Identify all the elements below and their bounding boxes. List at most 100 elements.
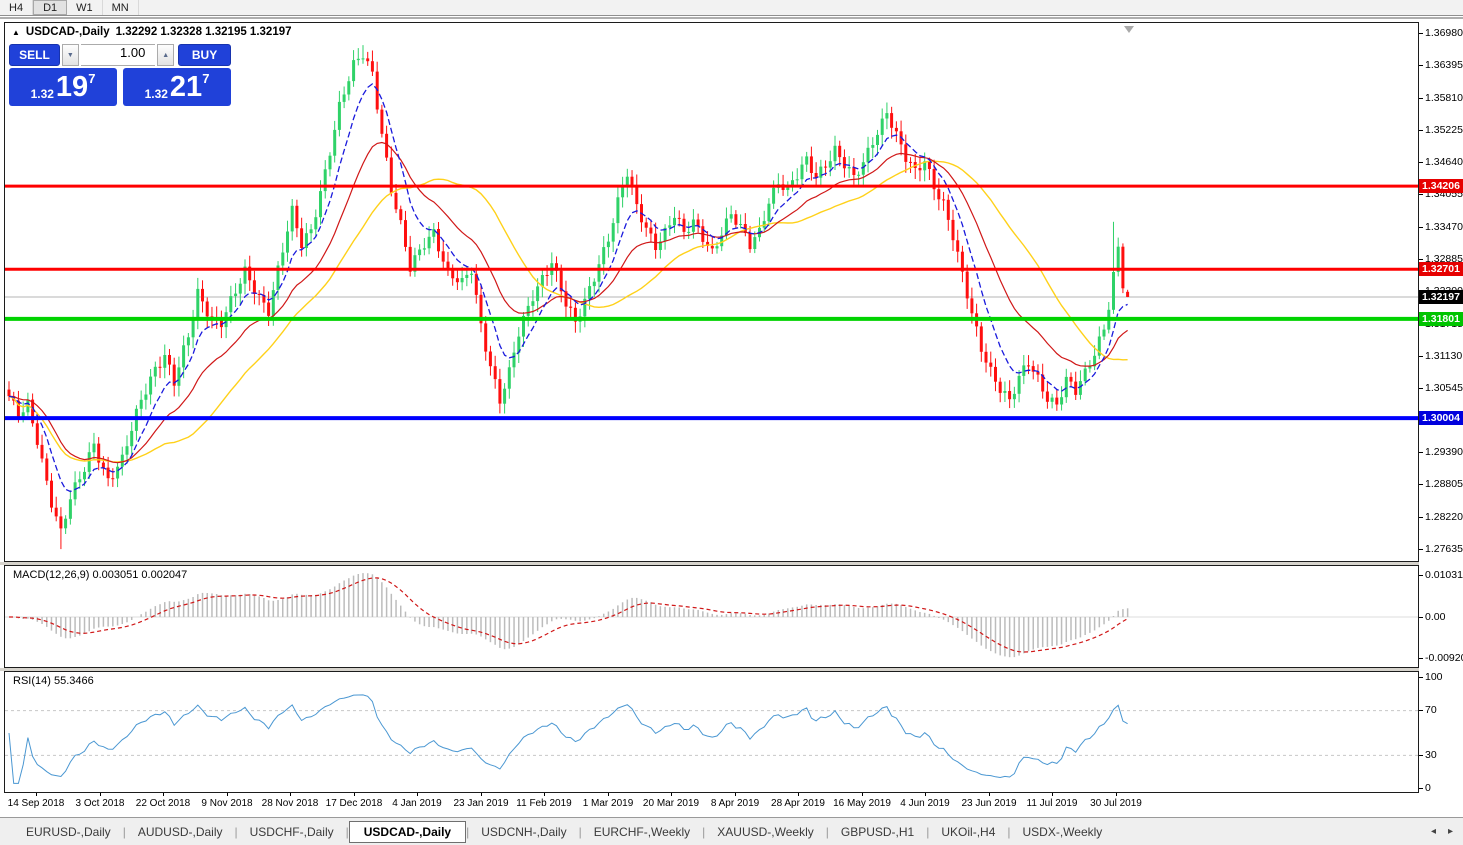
volume-input[interactable]: 1.00 <box>80 44 156 66</box>
macd-tick-label: 0.00 <box>1425 611 1446 623</box>
date-tick-mark <box>36 793 37 796</box>
symbol-marker-icon: ▲ <box>12 27 20 37</box>
axis-tick-mark <box>1419 517 1423 518</box>
tabs-scroll-controls: ◂ ▸ <box>1431 826 1453 837</box>
rsi-label: RSI(14) 55.3466 <box>13 675 94 687</box>
axis-tick-mark <box>1419 194 1423 195</box>
timeframe-button-mn[interactable]: MN <box>103 0 139 15</box>
chart-tab-xauusd-weekly[interactable]: XAUUSD-,Weekly <box>717 824 814 839</box>
date-tick-mark <box>417 793 418 796</box>
candlestick-chart[interactable] <box>5 23 1418 561</box>
chart-title: ▲ USDCAD-,Daily 1.32292 1.32328 1.32195 … <box>12 26 292 38</box>
date-tick-label: 23 Jan 2019 <box>453 798 509 809</box>
price-tick-label: 1.35810 <box>1425 92 1463 104</box>
chart-tab-gbpusd-h1[interactable]: GBPUSD-,H1 <box>840 824 915 839</box>
date-tick-mark <box>290 793 291 796</box>
date-tick-label: 4 Jun 2019 <box>900 798 950 809</box>
sell-price-sup: 7 <box>88 71 96 86</box>
rsi-chart[interactable] <box>5 672 1418 792</box>
sell-button[interactable]: SELL <box>9 44 60 66</box>
price-chart-panel[interactable] <box>4 22 1419 562</box>
axis-tick-mark <box>1419 617 1423 618</box>
price-tick-label: 1.27635 <box>1425 543 1463 555</box>
rsi-tick-label: 100 <box>1425 671 1443 683</box>
date-tick-label: 8 Apr 2019 <box>710 798 760 809</box>
chart-tab-ukoil-h4[interactable]: UKOil-,H4 <box>941 824 996 839</box>
date-tick-mark <box>163 793 164 796</box>
tab-separator: | <box>466 824 470 839</box>
buy-price-panel[interactable]: 1.32 21 7 <box>123 68 231 106</box>
rsi-tick-label: 30 <box>1425 749 1437 761</box>
volume-decrease-button[interactable]: ▼ <box>61 44 79 66</box>
date-tick-label: 28 Apr 2019 <box>771 798 825 809</box>
macd-chart[interactable] <box>5 566 1418 667</box>
sell-price-big: 19 <box>55 71 89 103</box>
date-tick-label: 20 Mar 2019 <box>642 798 700 809</box>
date-tick-mark <box>481 793 482 796</box>
axis-tick-mark <box>1419 388 1423 389</box>
chart-tab-eurusd-daily[interactable]: EURUSD-,Daily <box>26 824 111 839</box>
date-tick-label: 23 Jun 2019 <box>961 798 1017 809</box>
chart-tab-usdcnh-daily[interactable]: USDCNH-,Daily <box>481 824 567 839</box>
date-tick-mark <box>354 793 355 796</box>
date-tick-mark <box>925 793 926 796</box>
date-tick-mark <box>608 793 609 796</box>
panel-splitter[interactable] <box>0 562 1463 565</box>
chart-tab-usdcad-daily[interactable]: USDCAD-,Daily <box>348 820 467 843</box>
buy-price-sup: 7 <box>202 71 210 86</box>
date-tick-mark <box>798 793 799 796</box>
price-level-badge: 1.31801 <box>1419 312 1463 326</box>
date-tick-label: 3 Oct 2018 <box>75 798 125 809</box>
axis-tick-mark <box>1419 658 1423 659</box>
axis-tick-mark <box>1419 98 1423 99</box>
price-tick-label: 1.31130 <box>1425 350 1463 362</box>
price-axis[interactable]: 1.36980 1.36395 1.35810 1.35225 1.34640 … <box>1419 22 1463 794</box>
timeframe-button-d1[interactable]: D1 <box>33 0 68 15</box>
axis-tick-mark <box>1419 130 1423 131</box>
tabs-scroll-right-icon[interactable]: ▸ <box>1447 826 1453 837</box>
axis-tick-mark <box>1419 33 1423 34</box>
macd-label: MACD(12,26,9) 0.003051 0.002047 <box>13 569 188 581</box>
rsi-panel[interactable]: RSI(14) 55.3466 <box>4 671 1419 793</box>
macd-panel[interactable]: MACD(12,26,9) 0.003051 0.002047 <box>4 565 1419 668</box>
date-tick-mark <box>227 793 228 796</box>
price-tick-label: 1.33470 <box>1425 221 1463 233</box>
date-tick-mark <box>671 793 672 796</box>
price-tick-label: 1.36980 <box>1425 27 1463 39</box>
timeframe-toolbar: H4 D1 W1 MN <box>0 0 1463 16</box>
date-tick-label: 1 Mar 2019 <box>582 798 634 809</box>
sell-price-panel[interactable]: 1.32 19 7 <box>9 68 117 106</box>
chart-tab-usdchf-daily[interactable]: USDCHF-,Daily <box>249 824 334 839</box>
timeframe-button-w1[interactable]: W1 <box>67 0 103 15</box>
chevron-up-icon: ▲ <box>162 51 170 59</box>
tabs-scroll-left-icon[interactable]: ◂ <box>1430 826 1436 837</box>
axis-tick-mark <box>1419 452 1423 453</box>
price-tick-label: 1.28220 <box>1425 511 1463 523</box>
axis-tick-mark <box>1419 788 1423 789</box>
timeframe-button-h4[interactable]: H4 <box>0 0 34 15</box>
chart-tab-usdx-weekly[interactable]: USDX-,Weekly <box>1022 824 1103 839</box>
chart-tab-eurchf-weekly[interactable]: EURCHF-,Weekly <box>593 824 691 839</box>
axis-tick-mark <box>1419 710 1423 711</box>
tab-separator: | <box>345 824 349 839</box>
date-axis[interactable]: 14 Sep 2018 3 Oct 2018 22 Oct 2018 9 Nov… <box>0 793 1463 817</box>
axis-tick-mark <box>1419 677 1423 678</box>
rsi-tick-label: 0 <box>1425 782 1431 794</box>
date-tick-mark <box>989 793 990 796</box>
axis-tick-mark <box>1419 259 1423 260</box>
one-click-trading-widget: SELL ▼ 1.00 ▲ BUY 1.32 19 7 1.32 21 7 <box>9 44 232 106</box>
toolbar-divider <box>0 17 1463 19</box>
axis-tick-mark <box>1419 484 1423 485</box>
panel-splitter[interactable] <box>0 668 1463 671</box>
macd-tick-label: 0.010311 <box>1425 569 1463 581</box>
date-tick-label: 16 May 2019 <box>833 798 891 809</box>
axis-tick-mark <box>1419 162 1423 163</box>
volume-increase-button[interactable]: ▲ <box>157 44 175 66</box>
price-tick-label: 1.29390 <box>1425 446 1463 458</box>
chart-tab-audusd-daily[interactable]: AUDUSD-,Daily <box>137 824 223 839</box>
date-tick-mark <box>100 793 101 796</box>
buy-button[interactable]: BUY <box>178 44 232 66</box>
buy-price-big: 21 <box>169 71 203 103</box>
chart-shift-marker-icon <box>1124 26 1134 33</box>
